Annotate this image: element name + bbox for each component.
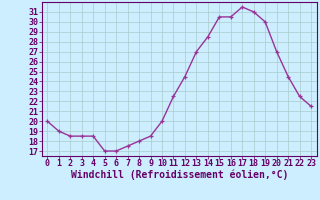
- X-axis label: Windchill (Refroidissement éolien,°C): Windchill (Refroidissement éolien,°C): [70, 170, 288, 180]
